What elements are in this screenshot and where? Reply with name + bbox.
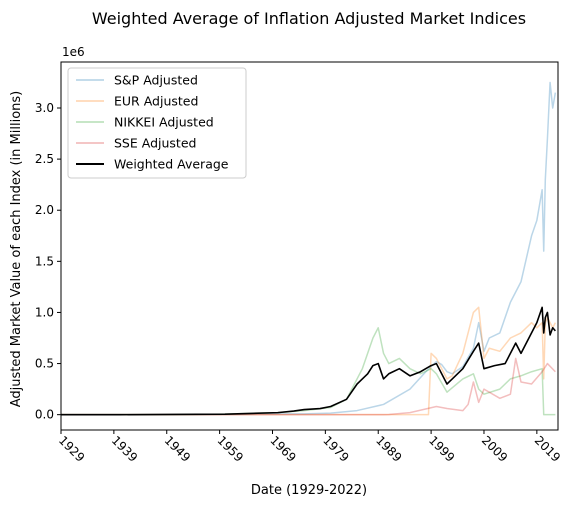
x-tick-label: 1949 [162,433,193,464]
legend-label-weighted-average: Weighted Average [114,157,229,172]
x-ticks: 1929 1939 1949 1959 1969 1979 1989 1999 2009 2019 [56,430,563,465]
y-tick-label: 2.5 [35,152,54,166]
y-tick-label: 0.0 [35,408,54,422]
x-tick-label: 1929 [56,433,87,464]
legend-label-s-p-adjusted: S&P Adjusted [114,73,198,88]
legend-label-nikkei-adjusted: NIKKEI Adjusted [114,115,214,130]
y-offset-label: 1e6 [62,45,85,59]
x-tick-label: 1989 [373,433,404,464]
x-tick-label: 2019 [532,433,563,464]
series-line-sse-adjusted [61,358,555,414]
x-tick-label: 1999 [426,433,457,464]
y-axis-label: Adjusted Market Value of each Index (in … [9,91,24,408]
legend-label-sse-adjusted: SSE Adjusted [114,136,196,151]
y-tick-label: 1.5 [35,254,54,268]
legend: S&P Adjusted EUR Adjusted NIKKEI Adjusted S… [68,68,246,178]
legend-label-eur-adjusted: EUR Adjusted [114,94,198,109]
x-tick-label: 2009 [479,433,510,464]
series-line-eur-adjusted [61,307,555,414]
y-ticks: 0.0 0.5 1.0 1.5 2.0 2.5 3.0 [35,101,61,422]
x-tick-label: 1969 [267,433,298,464]
y-tick-label: 1.0 [35,305,54,319]
chart-title: Weighted Average of Inflation Adjusted M… [92,9,526,28]
y-tick-label: 2.0 [35,203,54,217]
x-tick-label: 1979 [320,433,351,464]
y-tick-label: 3.0 [35,101,54,115]
x-tick-label: 1939 [109,433,140,464]
series-line-weighted-average [61,307,555,414]
x-axis-label: Date (1929-2022) [251,483,367,498]
y-tick-label: 0.5 [35,357,54,371]
series-line-nikkei-adjusted [61,328,555,415]
x-tick-label: 1959 [214,433,245,464]
